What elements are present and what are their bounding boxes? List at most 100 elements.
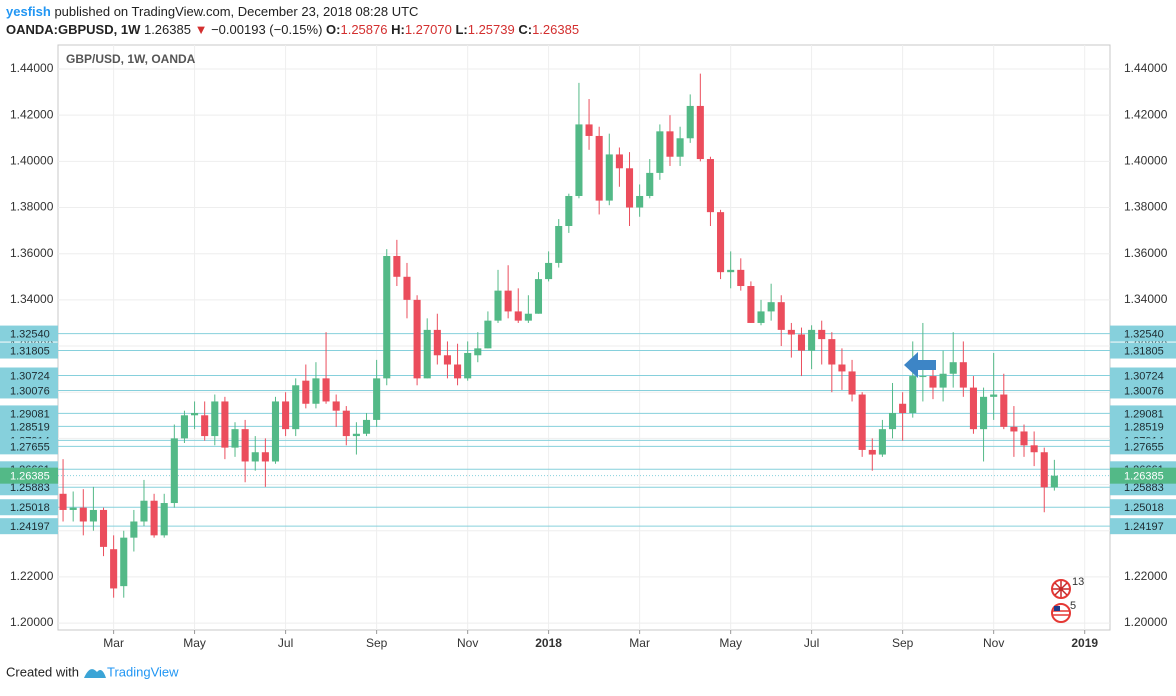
candle-body: [69, 507, 77, 510]
ohlc-key: O:: [326, 22, 340, 37]
event-count: 5: [1070, 600, 1076, 612]
footer: Created with TradingView: [6, 664, 179, 679]
x-tick-label: Jul: [804, 636, 819, 650]
level-label: 1.31805: [10, 345, 50, 357]
level-label: 1.29081: [10, 408, 50, 420]
candle-body: [838, 364, 846, 372]
change-arrow: ▼: [195, 22, 208, 37]
flag-gb: [1053, 581, 1069, 597]
candle-body: [575, 124, 583, 196]
level-box: [0, 418, 58, 435]
candle-body: [383, 256, 391, 379]
candle-body: [757, 311, 765, 323]
candle-body: [595, 135, 603, 201]
candle-body: [686, 105, 694, 139]
y-tick-label: 1.44000: [1124, 61, 1168, 75]
level-label: 1.31805: [1124, 345, 1164, 357]
ohlc-key: H:: [391, 22, 405, 37]
candle-body: [393, 256, 401, 277]
level-label: 1.27655: [1124, 441, 1164, 453]
level-label: 1.30076: [1124, 385, 1164, 397]
candle-body: [858, 394, 866, 450]
candle-body: [474, 348, 482, 356]
level-box: [1110, 499, 1176, 516]
symbol-line: OANDA:GBPUSD, 1W 1.26385 ▼ −0.00193 (−0.…: [6, 22, 579, 37]
candle-body: [565, 195, 573, 226]
created-with: Created with: [6, 664, 79, 679]
level-label: 1.28519: [10, 421, 50, 433]
level-box: [0, 325, 58, 342]
candle-body: [605, 154, 613, 201]
candle-body: [545, 262, 553, 280]
candle-body: [555, 225, 563, 263]
candle-body: [180, 415, 188, 439]
candle-body: [191, 412, 199, 416]
level-box: [0, 467, 58, 484]
candle-body: [99, 509, 108, 547]
events: 13 5: [1051, 576, 1084, 623]
x-tick-label: May: [183, 636, 206, 650]
candle-body: [1030, 445, 1038, 453]
candle-body: [878, 429, 886, 455]
candle-body: [150, 500, 158, 536]
level-box: [0, 499, 58, 516]
author[interactable]: yesfish: [6, 4, 51, 19]
event-count: 13: [1072, 576, 1084, 588]
x-tick-label: Sep: [366, 636, 388, 650]
candle-body: [990, 394, 998, 397]
candle-body: [969, 387, 977, 430]
candle-body: [797, 334, 806, 351]
candle-body: [737, 269, 745, 287]
published: published on TradingView.com, December 2…: [54, 4, 418, 19]
y-tick-label: 1.22000: [1124, 569, 1168, 583]
candle-body: [110, 549, 118, 589]
level-box: [1110, 342, 1176, 359]
candle-body: [201, 415, 209, 437]
header: yesfish published on TradingView.com, De…: [6, 4, 579, 37]
candle-body: [717, 212, 725, 273]
level-box: [0, 382, 58, 399]
level-box: [1110, 382, 1176, 399]
candle-body: [342, 410, 350, 437]
level-label: 1.26385: [10, 471, 50, 483]
candle-body: [959, 362, 967, 388]
candle-body: [59, 493, 67, 510]
x-tick-label: Sep: [892, 636, 914, 650]
y-tick-label: 1.38000: [1124, 200, 1168, 214]
x-tick-label: Nov: [983, 636, 1004, 650]
candle-body: [130, 521, 138, 538]
ohlc-key: L:: [455, 22, 467, 37]
candle-body: [727, 269, 735, 273]
candle-body: [848, 371, 856, 395]
candle-body: [676, 138, 684, 157]
y-tick-label: 1.40000: [1124, 154, 1168, 168]
y-tick-label: 1.42000: [10, 107, 54, 121]
publish-line: yesfish published on TradingView.com, De…: [6, 4, 418, 19]
candle-body: [312, 378, 320, 404]
ohlc-value: 1.25876: [340, 22, 387, 37]
x-tick-label: 2019: [1071, 636, 1098, 650]
candle-body: [282, 401, 290, 430]
candle-body: [464, 352, 472, 379]
candle-body: [636, 195, 644, 208]
candle-body: [413, 299, 421, 379]
drawing-arrow: [904, 352, 936, 378]
flag-us-canton: [1054, 606, 1060, 611]
level-box: [1110, 325, 1176, 342]
brand[interactable]: TradingView: [107, 664, 179, 679]
candle-body: [818, 329, 826, 340]
y-tick-label: 1.34000: [10, 292, 54, 306]
level-box: [0, 518, 58, 535]
x-tick-label: Mar: [103, 636, 124, 650]
candle-body: [494, 290, 502, 321]
level-label: 1.30724: [10, 370, 50, 382]
candle-body: [868, 449, 876, 455]
x-tick-label: Jul: [278, 636, 293, 650]
y-tick-label: 1.34000: [1124, 292, 1168, 306]
candle-body: [231, 429, 239, 448]
candle-body: [899, 403, 907, 413]
candle-body: [666, 131, 674, 157]
plot-frame: [57, 44, 1111, 631]
y-tick-label: 1.42000: [1124, 107, 1168, 121]
level-box: [0, 438, 58, 455]
